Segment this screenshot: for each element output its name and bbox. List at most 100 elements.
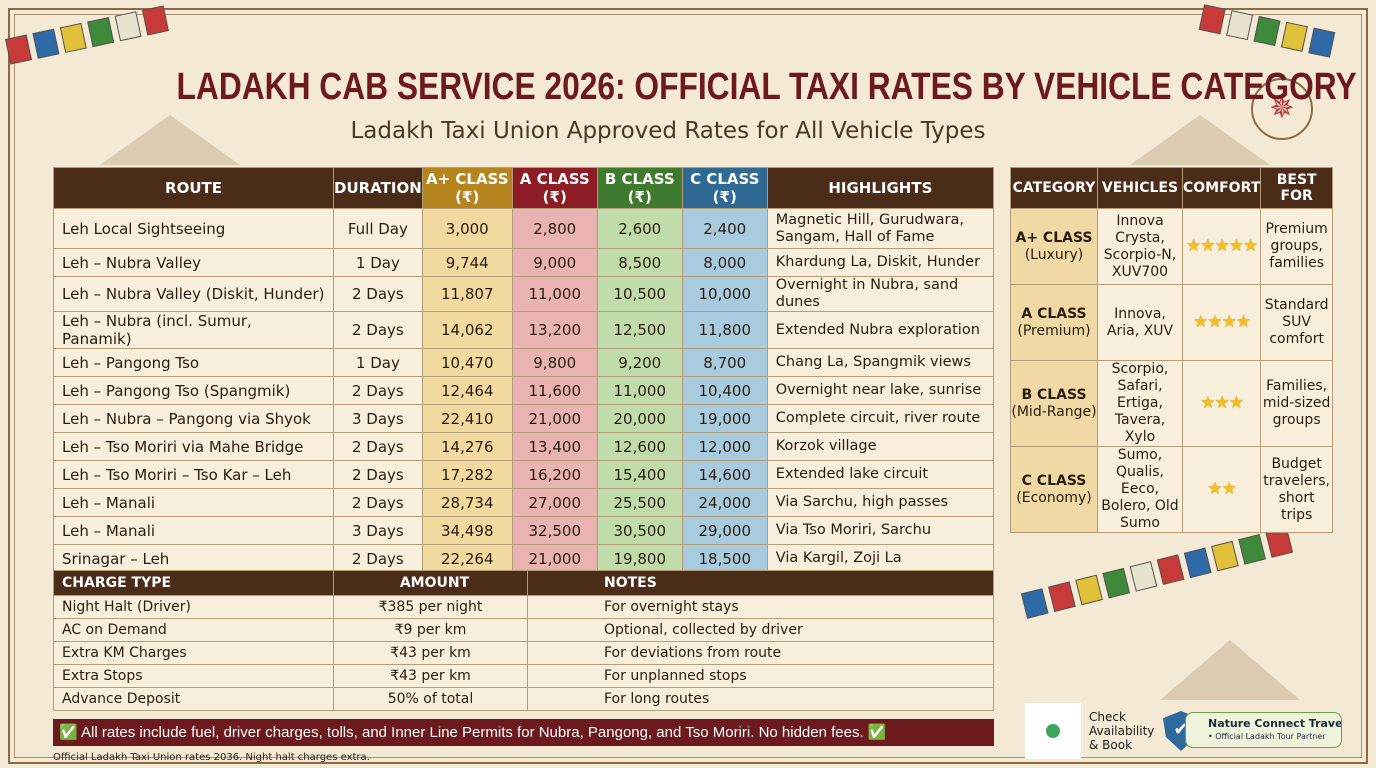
col-c: C CLASS (₹) xyxy=(681,167,768,209)
table-row: Leh – Nubra Valley 1 Day 9,744 9,000 8,500 8,… xyxy=(53,248,995,277)
highlights-cell: Via Kargil, Zoji La xyxy=(766,544,995,573)
inclusions-banner: ✅ All rates include fuel, driver charges… xyxy=(53,719,994,746)
comfort-cell: ★★★ xyxy=(1181,360,1262,447)
a-rate-cell: 16,200 xyxy=(511,460,598,489)
highlights-cell: Chang La, Spangmik views xyxy=(766,348,995,377)
compass-rose-icon: ✵ xyxy=(1251,78,1313,140)
a-rate-cell: 21,000 xyxy=(511,544,598,573)
duration-cell: 2 Days xyxy=(333,376,423,405)
category-tier: (Mid-Range) xyxy=(1011,403,1097,420)
a-rate-cell: 9,800 xyxy=(511,348,598,377)
aplus-rate-cell: 22,264 xyxy=(421,544,513,573)
category-name: C CLASS xyxy=(1021,472,1087,489)
a-rate-cell: 9,000 xyxy=(511,248,598,277)
c-rate-cell: 8,000 xyxy=(681,248,768,277)
col-notes: NOTES xyxy=(527,570,994,596)
category-tier: (Luxury) xyxy=(1024,246,1084,263)
route-cell: Leh – Nubra (incl. Sumur, Panamik) xyxy=(53,311,334,349)
best-for-cell: Budget travelers, short trips xyxy=(1260,446,1333,533)
table-row: Leh – Manali 2 Days 28,734 27,000 25,500 24,0… xyxy=(53,488,995,517)
partner-tagline: • Official Ladakh Tour Partner xyxy=(1208,732,1326,741)
col-aplus: A+ CLASS (₹) xyxy=(421,167,513,209)
b-rate-cell: 30,500 xyxy=(596,516,683,545)
best-for-cell: Families, mid-sized groups xyxy=(1260,360,1333,447)
highlights-cell: Extended lake circuit xyxy=(766,460,995,489)
vehicles-cell: Innova, Aria, XUV xyxy=(1097,284,1183,361)
table-row: C CLASS (Economy) Sumo, Qualis, Eeco, Bol… xyxy=(1010,446,1333,533)
table-row: Srinagar – Leh 2 Days 22,264 21,000 19,800 18… xyxy=(53,544,995,573)
table-row: AC on Demand ₹9 per km Optional, collected… xyxy=(53,618,994,642)
vehicles-cell: Sumo, Qualis, Eeco, Bolero, Old Sumo xyxy=(1097,446,1183,533)
b-rate-cell: 25,500 xyxy=(596,488,683,517)
a-rate-cell: 13,200 xyxy=(511,311,598,349)
c-rate-cell: 10,400 xyxy=(681,376,768,405)
col-best-for: BEST FOR xyxy=(1260,167,1333,209)
comfort-cell: ★★ xyxy=(1181,446,1262,533)
b-rate-cell: 20,000 xyxy=(596,404,683,433)
duration-cell: 2 Days xyxy=(333,544,423,573)
col-highlights: HIGHLIGHTS xyxy=(766,167,995,209)
amount-cell: ₹43 per km xyxy=(333,664,528,688)
col-duration: DURATION xyxy=(333,167,423,209)
c-rate-cell: 2,400 xyxy=(681,208,768,249)
category-name: A+ CLASS xyxy=(1015,229,1093,246)
prayer-flags-left xyxy=(5,5,169,65)
col-b: B CLASS (₹) xyxy=(596,167,683,209)
a-rate-cell: 2,800 xyxy=(511,208,598,249)
c-rate-cell: 19,000 xyxy=(681,404,768,433)
c-rate-cell: 14,600 xyxy=(681,460,768,489)
charge-type-cell: AC on Demand xyxy=(53,618,334,642)
b-rate-cell: 12,500 xyxy=(596,311,683,349)
b-rate-cell: 8,500 xyxy=(596,248,683,277)
page-subtitle: Ladakh Taxi Union Approved Rates for All… xyxy=(350,118,986,144)
notes-cell: Optional, collected by driver xyxy=(527,618,994,642)
category-name: A CLASS xyxy=(1021,305,1087,322)
highlights-cell: Khardung La, Diskit, Hunder xyxy=(766,248,995,277)
aplus-rate-cell: 28,734 xyxy=(421,488,513,517)
amount-cell: ₹9 per km xyxy=(333,618,528,642)
b-rate-cell: 19,800 xyxy=(596,544,683,573)
mountain-illustration xyxy=(1130,115,1270,165)
star-rating-icon: ★★ xyxy=(1207,478,1237,499)
route-cell: Leh Local Sightseeing xyxy=(53,208,334,249)
b-rate-cell: 9,200 xyxy=(596,348,683,377)
table-row: Advance Deposit 50% of total For long rout… xyxy=(53,687,994,711)
category-cell: A+ CLASS (Luxury) xyxy=(1010,208,1098,285)
table-row: Extra KM Charges ₹43 per km For deviations… xyxy=(53,641,994,665)
a-rate-cell: 13,400 xyxy=(511,432,598,461)
c-rate-cell: 18,500 xyxy=(681,544,768,573)
aplus-rate-cell: 14,276 xyxy=(421,432,513,461)
charges-table: CHARGE TYPE AMOUNT NOTES Night Halt (Dri… xyxy=(53,570,994,711)
notes-cell: For overnight stays xyxy=(527,595,994,619)
a-rate-cell: 27,000 xyxy=(511,488,598,517)
check-availability-link[interactable]: Check Availability & Book xyxy=(1089,710,1155,752)
a-rate-cell: 21,000 xyxy=(511,404,598,433)
notes-cell: For unplanned stops xyxy=(527,664,994,688)
table-row: B CLASS (Mid-Range) Scorpio, Safari, Erti… xyxy=(1010,360,1333,447)
duration-cell: 3 Days xyxy=(333,516,423,545)
table-row: Leh – Manali 3 Days 34,498 32,500 30,500 29,0… xyxy=(53,516,995,545)
highlights-cell: Korzok village xyxy=(766,432,995,461)
charge-type-cell: Night Halt (Driver) xyxy=(53,595,334,619)
partner-badge: Nature Connect Travels • Official Ladakh… xyxy=(1185,712,1342,748)
a-rate-cell: 11,000 xyxy=(511,276,598,312)
category-tier: (Economy) xyxy=(1016,489,1092,506)
highlights-cell: Extended Nubra exploration xyxy=(766,311,995,349)
c-rate-cell: 8,700 xyxy=(681,348,768,377)
table-row: Leh – Nubra Valley (Diskit, Hunder) 2 Day… xyxy=(53,276,995,312)
vehicles-cell: Scorpio, Safari, Ertiga, Tavera, Xylo xyxy=(1097,360,1183,447)
route-cell: Leh – Tso Moriri – Tso Kar – Leh xyxy=(53,460,334,489)
comfort-cell: ★★★★★ xyxy=(1181,208,1262,285)
duration-cell: 2 Days xyxy=(333,311,423,349)
b-rate-cell: 11,000 xyxy=(596,376,683,405)
a-rate-cell: 11,600 xyxy=(511,376,598,405)
table-row: Leh – Tso Moriri via Mahe Bridge 2 Days 14… xyxy=(53,432,995,461)
table-row: Extra Stops ₹43 per km For unplanned stops xyxy=(53,664,994,688)
vehicles-cell: Innova Crysta, Scorpio-N, XUV700 xyxy=(1097,208,1183,285)
highlights-cell: Via Sarchu, high passes xyxy=(766,488,995,517)
comfort-cell: ★★★★ xyxy=(1181,284,1262,361)
highlights-cell: Complete circuit, river route xyxy=(766,404,995,433)
route-cell: Leh – Manali xyxy=(53,516,334,545)
duration-cell: 2 Days xyxy=(333,432,423,461)
category-name: B CLASS xyxy=(1021,386,1087,403)
